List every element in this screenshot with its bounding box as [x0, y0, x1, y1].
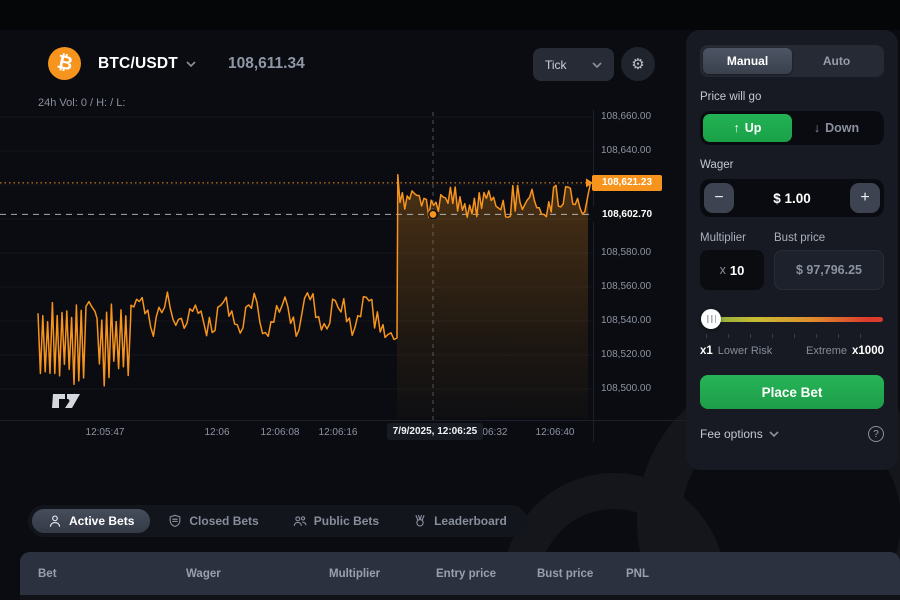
x-axis-label: 12:06:16	[318, 427, 358, 438]
direction-label: Price will go	[700, 91, 762, 103]
axis-separator	[593, 110, 594, 442]
plus-icon: +	[860, 189, 870, 206]
wager-decrease-button[interactable]: −	[704, 183, 734, 213]
bet-panel: Manual Auto Price will go ↑ Up ↓ Down Wa…	[686, 30, 898, 470]
top-strip	[0, 0, 900, 30]
wager-increase-button[interactable]: +	[850, 183, 880, 213]
y-axis-label: 108,560.00	[601, 281, 652, 292]
multiplier-label: Multiplier	[700, 232, 747, 244]
y-axis-label: 108,660.00	[601, 111, 652, 122]
column-wager: Wager	[186, 567, 221, 580]
current-price: 108,611.34	[227, 54, 305, 72]
risk-slider-track[interactable]	[701, 317, 883, 322]
interval-select[interactable]: Tick	[533, 48, 614, 81]
column-pnl: PNL	[626, 567, 649, 580]
tradingview-watermark-icon	[52, 393, 80, 408]
risk-slider-knob[interactable]	[701, 309, 721, 329]
risk-slider-ticks	[706, 334, 882, 338]
tab-public-bets[interactable]: Public Bets	[277, 509, 395, 533]
place-bet-button[interactable]: Place Bet	[700, 375, 884, 409]
x-axis-label: 12:06:08	[260, 427, 300, 438]
tab-active-bets[interactable]: Active Bets	[32, 509, 151, 533]
volume-stats: 24h Vol: 0 / H: / L:	[38, 97, 126, 109]
x-axis: 7/9/2025, 12:06:25 12:05:47 12:06 12:06:08…	[0, 420, 686, 445]
medal-icon	[415, 515, 425, 527]
interval-value: Tick	[545, 57, 567, 72]
bust-price-input[interactable]: $ 97,796.25	[774, 250, 884, 290]
shield-icon	[169, 514, 181, 528]
y-axis-label: 108,540.00	[601, 315, 652, 326]
inputs-labels: Multiplier Bust price	[700, 232, 884, 244]
up-label: Up	[744, 121, 762, 135]
mode-tabs: Manual Auto	[700, 45, 884, 77]
y-axis-label: 108,580.00	[601, 247, 652, 258]
x-axis-label: 12:06	[204, 427, 230, 438]
y-axis-label: 108,520.00	[601, 349, 652, 360]
arrow-up-icon: ↑	[733, 121, 740, 135]
pair-selector[interactable]: BTC/USDT	[92, 54, 202, 74]
arrow-down-icon: ↓	[813, 121, 821, 135]
x-axis-label: 12:05:47	[85, 427, 125, 438]
bust-price-label: Bust price	[774, 232, 826, 244]
bets-table-body	[20, 595, 900, 600]
column-bust-price: Bust price	[537, 567, 594, 580]
down-button[interactable]: ↓ Down	[792, 114, 881, 142]
lower-risk-label: Lower Risk	[717, 345, 773, 357]
fee-options-label: Fee options	[700, 427, 763, 441]
current-price-badge: 108,621.23	[592, 174, 662, 191]
price-chart[interactable]	[0, 110, 593, 420]
crosshair-time-badge: 7/9/2025, 12:06:25	[387, 423, 483, 440]
btc-icon: ₿	[48, 47, 81, 80]
help-icon: ?	[873, 428, 879, 440]
entry-price-badge: 108,602.70	[592, 206, 662, 223]
x-axis-label: 12:06:32	[468, 427, 508, 438]
wager-label: Wager	[700, 159, 734, 171]
inputs-row: x 10 $ 97,796.25	[700, 250, 884, 290]
bets-table-header: Bet Wager Multiplier Entry price Bust pr…	[20, 552, 900, 595]
direction-toggle: ↑ Up ↓ Down	[700, 111, 884, 145]
y-axis: 108,660.00 108,640.00 108,580.00 108,560.00…	[592, 110, 686, 420]
fee-row: Fee options ?	[700, 426, 884, 442]
tab-auto[interactable]: Auto	[792, 48, 881, 74]
tab-closed-bets[interactable]: Closed Bets	[152, 509, 274, 533]
gear-icon: ⚙	[631, 56, 645, 73]
chevron-down-icon	[186, 60, 196, 67]
min-multiplier: x1	[700, 345, 713, 357]
help-button[interactable]: ?	[868, 426, 884, 442]
settings-button[interactable]: ⚙	[621, 47, 655, 81]
chevron-down-icon	[592, 61, 602, 68]
bets-tabs: Active Bets Closed Bets Public Bets Lead…	[28, 505, 527, 537]
risk-labels: x1 Lower Risk Extreme x1000	[700, 345, 884, 357]
risk-slider	[700, 309, 884, 329]
x-axis-label: 12:06:40	[535, 427, 575, 438]
fee-options-toggle[interactable]: Fee options	[700, 427, 779, 441]
tab-leaderboard[interactable]: Leaderboard	[397, 509, 523, 533]
up-button[interactable]: ↑ Up	[703, 114, 792, 142]
extreme-label: Extreme	[806, 345, 848, 357]
tab-manual[interactable]: Manual	[703, 48, 792, 74]
y-axis-label: 108,500.00	[601, 383, 652, 394]
down-label: Down	[825, 121, 860, 135]
pair-name: BTC/USDT	[98, 54, 178, 72]
y-axis-label: 108,640.00	[601, 145, 652, 156]
people-icon	[293, 516, 307, 526]
wager-value[interactable]: $ 1.00	[773, 190, 811, 206]
person-icon	[49, 515, 61, 527]
column-entry-price: Entry price	[436, 567, 497, 580]
column-multiplier: Multiplier	[329, 567, 381, 580]
market-header: ₿ BTC/USDT 108,611.34	[48, 47, 305, 80]
column-bet: Bet	[38, 567, 57, 580]
max-multiplier: x1000	[852, 345, 884, 357]
minus-icon: −	[714, 189, 724, 206]
multiplier-input[interactable]: x 10	[700, 250, 764, 290]
chevron-down-icon	[769, 431, 779, 437]
wager-control: − $ 1.00 +	[700, 179, 884, 217]
